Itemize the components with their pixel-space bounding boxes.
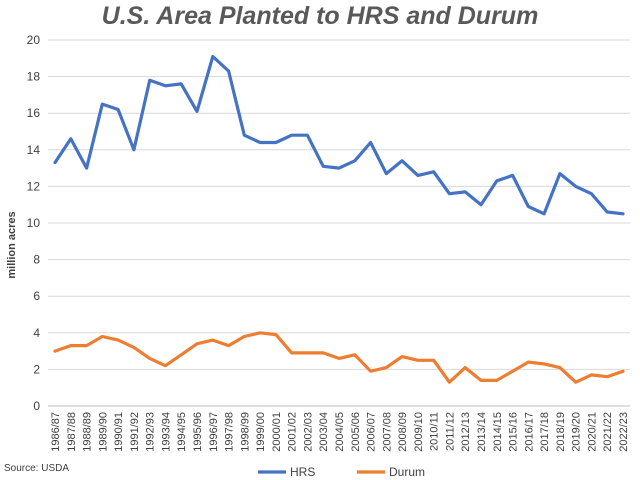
x-tick-label: 2019/20 (571, 412, 583, 452)
x-tick-label: 1987/88 (66, 412, 78, 452)
x-tick-label: 2015/16 (508, 412, 520, 452)
x-tick-label: 2020/21 (586, 412, 598, 452)
x-tick-label: 1989/90 (97, 412, 109, 452)
x-tick-label: 1997/98 (224, 412, 236, 452)
x-tick-label: 1988/89 (82, 412, 94, 452)
x-tick-label: 2021/22 (602, 412, 614, 452)
chart-title: U.S. Area Planted to HRS and Durum (101, 2, 539, 30)
x-tick-label: 2007/08 (381, 412, 393, 452)
x-tick-label: 2013/14 (476, 412, 488, 452)
y-tick-label: 10 (27, 216, 41, 230)
x-tick-label: 1996/97 (208, 412, 220, 452)
series-line-hrs (53, 54, 625, 216)
gridlines (48, 39, 630, 407)
x-tick-label: 2010/11 (429, 412, 441, 451)
x-tick-label: 2022/23 (618, 412, 630, 452)
x-tick-label: 1992/93 (145, 412, 157, 452)
x-tick-label: 1993/94 (160, 412, 172, 452)
x-tick-label: 2009/10 (413, 412, 425, 452)
y-tick-label: 8 (33, 253, 40, 267)
x-tick-label: 1995/96 (192, 412, 204, 452)
x-tick-label: 2016/17 (523, 412, 535, 452)
y-tick-label: 16 (27, 106, 41, 120)
x-tick-label: 1999/00 (255, 412, 267, 452)
y-tick-label: 12 (27, 179, 41, 193)
source-note: Source: USDA (4, 463, 70, 474)
x-tick-label: 1994/95 (176, 412, 188, 452)
y-axis-title: million acres (6, 211, 18, 278)
x-tick-label: 2017/18 (539, 412, 551, 452)
x-tick-label: 2005/06 (350, 412, 362, 452)
y-tick-label: 14 (27, 143, 41, 157)
y-tick-label: 18 (27, 70, 41, 84)
x-tick-label: 2001/02 (287, 412, 299, 452)
axes: 0 2 4 6 8 10 12 14 16 18 20 million acres 1986/87 198… (6, 33, 630, 452)
legend-label-durum: Durum (389, 465, 425, 479)
x-tick-label: 2002/03 (302, 412, 314, 452)
x-tick-label: 2008/09 (397, 412, 409, 452)
x-tick-label: 2000/01 (271, 412, 283, 452)
x-tick-label: 2012/13 (460, 412, 472, 452)
x-tick-label: 2004/05 (334, 412, 346, 452)
x-tick-label: 1991/92 (129, 412, 141, 452)
legend: HRS Durum (258, 465, 425, 479)
x-tick-label: 2014/15 (492, 412, 504, 452)
x-tick-label: 2006/07 (366, 412, 378, 452)
legend-label-hrs: HRS (290, 465, 315, 479)
x-tick-label: 2011/12 (444, 412, 456, 451)
series (53, 54, 625, 384)
y-tick-label: 2 (33, 362, 40, 376)
x-tick-label: 1990/91 (113, 412, 125, 452)
y-tick-label: 20 (27, 33, 41, 47)
x-tick-label: 1986/87 (50, 412, 62, 452)
x-tick-label: 2018/19 (555, 412, 567, 452)
series-line-durum (53, 331, 625, 384)
y-tick-label: 0 (33, 399, 40, 413)
y-tick-label: 4 (33, 326, 40, 340)
y-tick-label: 6 (33, 289, 40, 303)
x-tick-label: 1998/99 (239, 412, 251, 452)
x-tick-label: 2003/04 (318, 412, 330, 452)
